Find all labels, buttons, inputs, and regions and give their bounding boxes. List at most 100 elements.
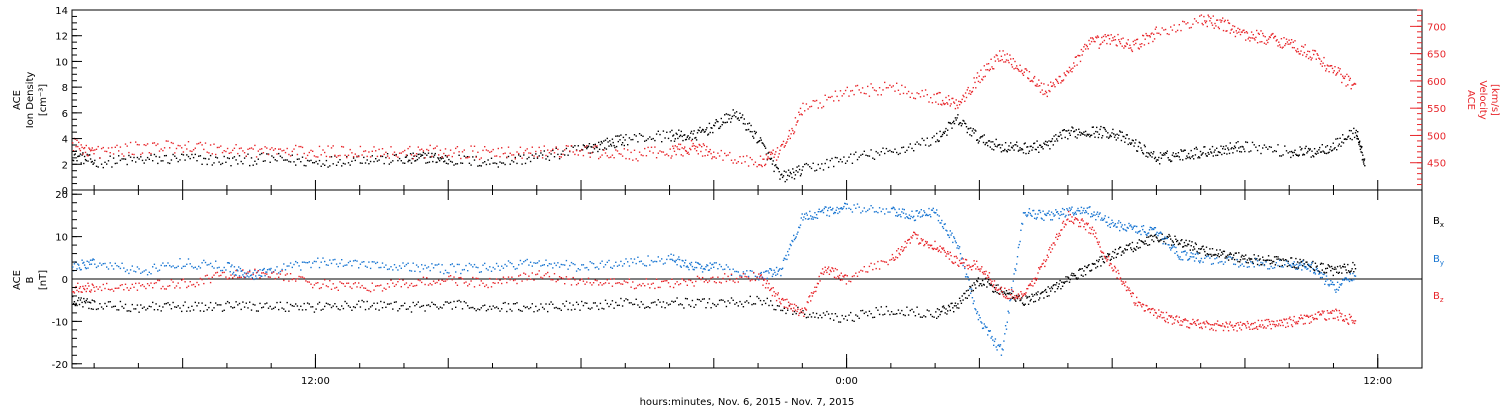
by-point [835,209,837,211]
density-point [1124,137,1127,140]
bx-point [516,302,518,304]
velocity-point [751,158,753,161]
by-point [99,262,101,264]
bx-point [97,308,99,310]
by-point [909,217,911,220]
by-point [1347,278,1349,280]
velocity-point [1124,45,1127,48]
velocity-point [963,95,965,98]
density-point [460,162,462,164]
velocity-point [259,148,261,151]
bx-point [742,306,745,308]
velocity-point [189,150,191,152]
bx-point [1056,288,1059,290]
density-point [322,163,324,165]
velocity-point [1190,26,1192,29]
by-point [872,207,874,209]
bx-point [1216,249,1218,251]
density-point [841,161,843,163]
density-point [730,121,732,123]
bx-point [276,301,278,304]
bx-point [216,304,219,306]
density-point [344,163,346,165]
bx-point [1137,247,1140,249]
velocity-point [890,86,893,88]
density-point [436,161,438,163]
velocity-point [1353,82,1356,85]
by-point [158,269,161,271]
by-point [1074,211,1077,213]
bz-point [196,281,198,284]
by-point [742,271,745,273]
bx-point [1085,266,1088,269]
by-point [545,259,547,261]
density-point [1118,134,1120,136]
bz-point [82,285,84,288]
density-point [873,158,876,160]
density-point [1090,134,1093,136]
velocity-point [756,165,758,168]
bx-point [518,308,520,311]
velocity-point [507,146,510,148]
velocity-point [240,147,242,149]
bz-point [203,282,205,285]
bx-point [618,304,620,306]
velocity-point [701,146,703,148]
density-point [715,119,717,121]
density-point [1178,156,1180,158]
velocity-point [1002,50,1004,52]
density-point [1333,148,1335,150]
bx-point [255,310,258,312]
velocity-point [769,151,771,153]
by-point [1117,222,1119,224]
density-point [827,166,830,169]
bx-point [1117,252,1119,255]
velocity-point [1267,41,1269,44]
density-point [1058,135,1060,138]
velocity-point [790,133,792,135]
bx-point [746,300,748,302]
bx-point [1076,278,1078,280]
bx-point [1172,241,1174,243]
bz-point [676,281,678,283]
density-point [1217,151,1220,153]
bx-point [1139,246,1141,249]
velocity-point [204,142,207,144]
density-point [78,155,80,157]
velocity-point [974,81,976,84]
density-point [567,154,569,156]
velocity-point [1173,24,1175,26]
bz-point [301,276,304,278]
by-point [1126,226,1128,229]
bx-point [1009,292,1011,294]
density-point [1086,133,1088,136]
density-point [106,163,108,165]
density-point [1361,146,1363,148]
density-point [1142,153,1145,155]
bz-point [162,285,164,288]
bx-point [833,319,835,321]
velocity-point [1266,39,1268,42]
by-point [1051,219,1054,221]
by-point [701,265,703,267]
velocity-point [949,105,951,107]
bx-point [1136,242,1139,244]
velocity-point [787,138,789,140]
bx-point [228,302,230,304]
bz-point [882,260,884,263]
bx-point [158,305,161,307]
by-point [260,275,262,277]
density-point [1265,146,1267,148]
bz-point [713,281,716,283]
density-point [415,159,417,162]
density-point [257,158,259,160]
by-point [1006,321,1008,323]
velocity-point [1099,43,1101,46]
by-point [199,267,202,269]
by-point [768,272,770,274]
velocity-point [1136,38,1139,40]
velocity-point [1180,29,1182,32]
velocity-point [512,154,515,156]
bz-point [729,279,731,281]
density-point [1164,154,1166,156]
